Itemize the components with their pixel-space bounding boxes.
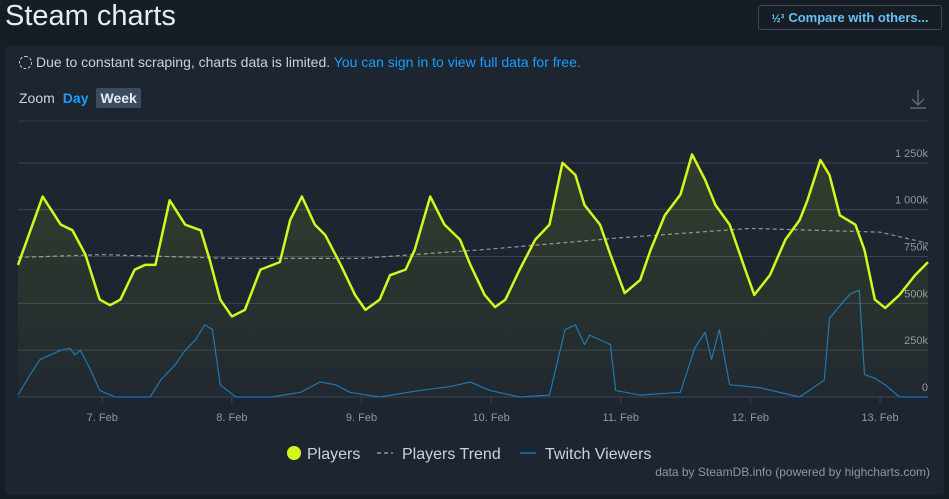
zoom: Zoom Day Week [19, 88, 149, 108]
y-tick-label: 1 250k [895, 148, 929, 160]
compare-icon: ½³ [771, 13, 785, 25]
x-tick-label: 10. Feb [472, 412, 509, 424]
x-tick-label: 8. Feb [216, 412, 247, 424]
zoom-week[interactable]: Week [96, 88, 141, 108]
x-tick-label: 9. Feb [346, 412, 377, 424]
download-icon[interactable] [910, 90, 926, 109]
page-title: Steam charts [5, 0, 176, 32]
y-tick-label: 1 000k [895, 195, 929, 207]
x-tick-label: 11. Feb [603, 412, 640, 424]
notice-text: Due to constant scraping, charts data is… [36, 54, 331, 70]
notice: Due to constant scraping, charts data is… [19, 54, 581, 70]
legend-marker [287, 446, 301, 460]
x-tick-label: 7. Feb [87, 412, 118, 424]
series-line [16, 153, 929, 318]
sign-in-link[interactable]: You can sign in to view full data for fr… [333, 54, 581, 70]
credit: data by SteamDB.info (powered by highcha… [655, 465, 930, 479]
legend-label[interactable]: Players [307, 446, 360, 463]
zoom-day[interactable]: Day [62, 90, 89, 106]
y-tick-label: 750k [904, 242, 928, 254]
x-tick-label: 13. Feb [861, 412, 898, 424]
area [18, 154, 928, 397]
x-tick-label: 12. Feb [732, 412, 769, 424]
compare-button[interactable]: ½³ Compare with others... [758, 5, 942, 30]
notice-icon [19, 56, 32, 69]
legend-label[interactable]: Twitch Viewers [545, 446, 651, 463]
zoom-label: Zoom [19, 90, 55, 106]
legend-label[interactable]: Players Trend [402, 446, 501, 463]
compare-label: Compare with others... [788, 10, 929, 25]
